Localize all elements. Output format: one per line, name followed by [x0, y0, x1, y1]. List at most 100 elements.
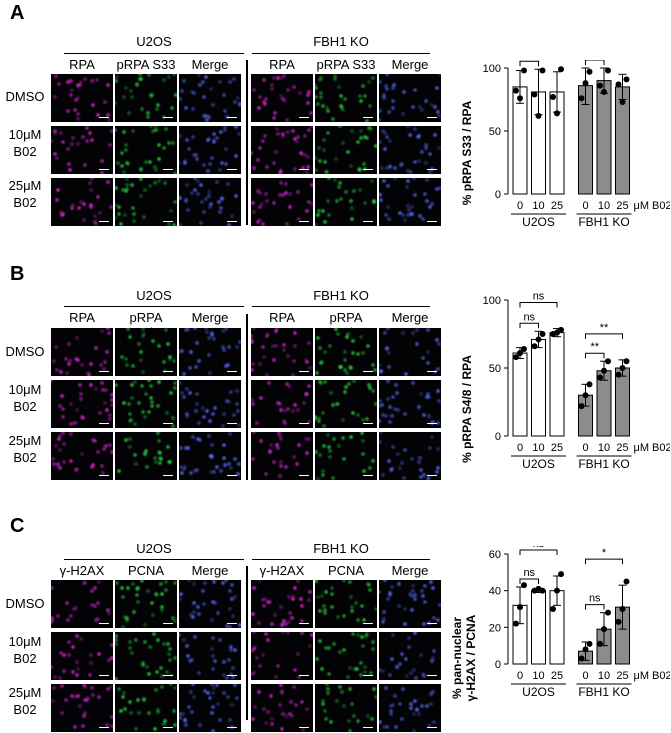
x-tick-label: 10 — [532, 670, 544, 682]
significance-bracket — [585, 60, 605, 65]
row-label: DMSO — [5, 89, 45, 104]
data-point — [623, 578, 630, 585]
scale-bar — [427, 727, 437, 728]
micrograph-image — [115, 684, 177, 732]
micrograph-image — [379, 632, 441, 680]
column-label: RPA — [69, 57, 95, 72]
scale-bar — [99, 675, 109, 676]
y-tick-label: 100 — [483, 295, 501, 307]
micrograph-image — [179, 74, 241, 122]
significance-label: ns — [533, 546, 545, 550]
micrograph-image — [115, 632, 177, 680]
micrograph-image — [315, 328, 377, 376]
significance-bracket — [585, 333, 623, 339]
scale-bar — [227, 117, 237, 118]
micrograph-image — [251, 328, 313, 376]
data-point — [605, 609, 611, 616]
significance-label: ns — [523, 311, 535, 323]
scale-bar — [99, 169, 109, 170]
column-label: PCNA — [127, 563, 165, 578]
data-point — [601, 626, 607, 633]
x-tick-label: 0 — [582, 670, 588, 682]
micrograph-image — [51, 178, 113, 226]
data-point — [619, 99, 626, 106]
y-tick-label: 50 — [489, 363, 501, 375]
data-point — [513, 354, 519, 361]
column-label: γ-H2AX — [59, 563, 105, 578]
column-label: RPA — [269, 310, 295, 325]
scale-bar — [163, 371, 173, 372]
micrograph-image — [251, 126, 313, 174]
column-label: Merge — [191, 310, 229, 325]
data-point — [597, 82, 603, 89]
data-point — [531, 343, 538, 350]
data-point — [605, 67, 611, 74]
micrograph-image — [179, 126, 241, 174]
scale-bar — [99, 623, 109, 624]
row-label: DMSO — [5, 596, 45, 611]
x-tick-label: 0 — [517, 442, 523, 454]
scale-bar — [227, 169, 237, 170]
bar — [615, 367, 630, 437]
x-tick-label: 0 — [582, 442, 588, 454]
row-label: 25μM B02 — [8, 433, 42, 465]
scale-bar — [163, 675, 173, 676]
y-tick-label: 0 — [495, 659, 501, 671]
micrograph-image — [179, 178, 241, 226]
data-point — [605, 358, 611, 365]
group-divider — [246, 314, 248, 480]
scale-bar — [227, 475, 237, 476]
data-point — [582, 392, 589, 399]
data-point — [586, 640, 593, 647]
scale-bar — [299, 475, 309, 476]
group-label: FBH1 KO — [578, 457, 629, 471]
scale-bar — [363, 169, 373, 170]
micrograph-image — [115, 328, 177, 376]
column-label: Merge — [191, 563, 229, 578]
scale-bar — [99, 423, 109, 424]
data-point — [597, 640, 603, 647]
group-label: FBH1 KO — [578, 215, 629, 229]
group-underline — [64, 53, 244, 54]
group-label-fbh1-ko: FBH1 KO — [313, 288, 369, 303]
scale-bar — [299, 727, 309, 728]
row-label: DMSO — [5, 344, 45, 359]
micrograph-image — [51, 380, 113, 428]
data-point — [619, 606, 626, 612]
scale-bar — [427, 117, 437, 118]
scale-bar — [163, 727, 173, 728]
bar — [531, 590, 546, 665]
micrograph-image — [179, 580, 241, 628]
significance-bracket — [519, 322, 539, 329]
scale-bar — [299, 117, 309, 118]
scale-bar — [99, 117, 109, 118]
significance-label: ns — [523, 60, 535, 61]
micrograph-image — [51, 74, 113, 122]
significance-bracket — [519, 549, 558, 555]
micrograph-image — [115, 432, 177, 480]
micrograph-image — [179, 380, 241, 428]
scale-bar — [427, 623, 437, 624]
micrograph-image — [51, 684, 113, 732]
data-point — [517, 95, 523, 102]
scale-bar — [427, 371, 437, 372]
row-label: 25μM B02 — [8, 178, 42, 210]
micrograph-image — [115, 380, 177, 428]
significance-label: ns — [533, 292, 545, 303]
x-unit-label: μM B02 — [634, 442, 671, 454]
data-point — [535, 112, 542, 119]
bar — [596, 80, 612, 195]
data-point — [586, 381, 593, 388]
significance-bracket — [585, 604, 605, 610]
group-label-fbh1-ko: FBH1 KO — [313, 541, 369, 556]
data-point — [539, 331, 546, 337]
x-tick-label: 10 — [532, 200, 544, 212]
micrograph-image — [251, 432, 313, 480]
data-point — [513, 620, 519, 627]
group-label-fbh1-ko: FBH1 KO — [313, 34, 369, 49]
data-point — [558, 571, 564, 578]
scale-bar — [363, 117, 373, 118]
micrograph-image — [51, 126, 113, 174]
column-label: RPA — [69, 310, 95, 325]
